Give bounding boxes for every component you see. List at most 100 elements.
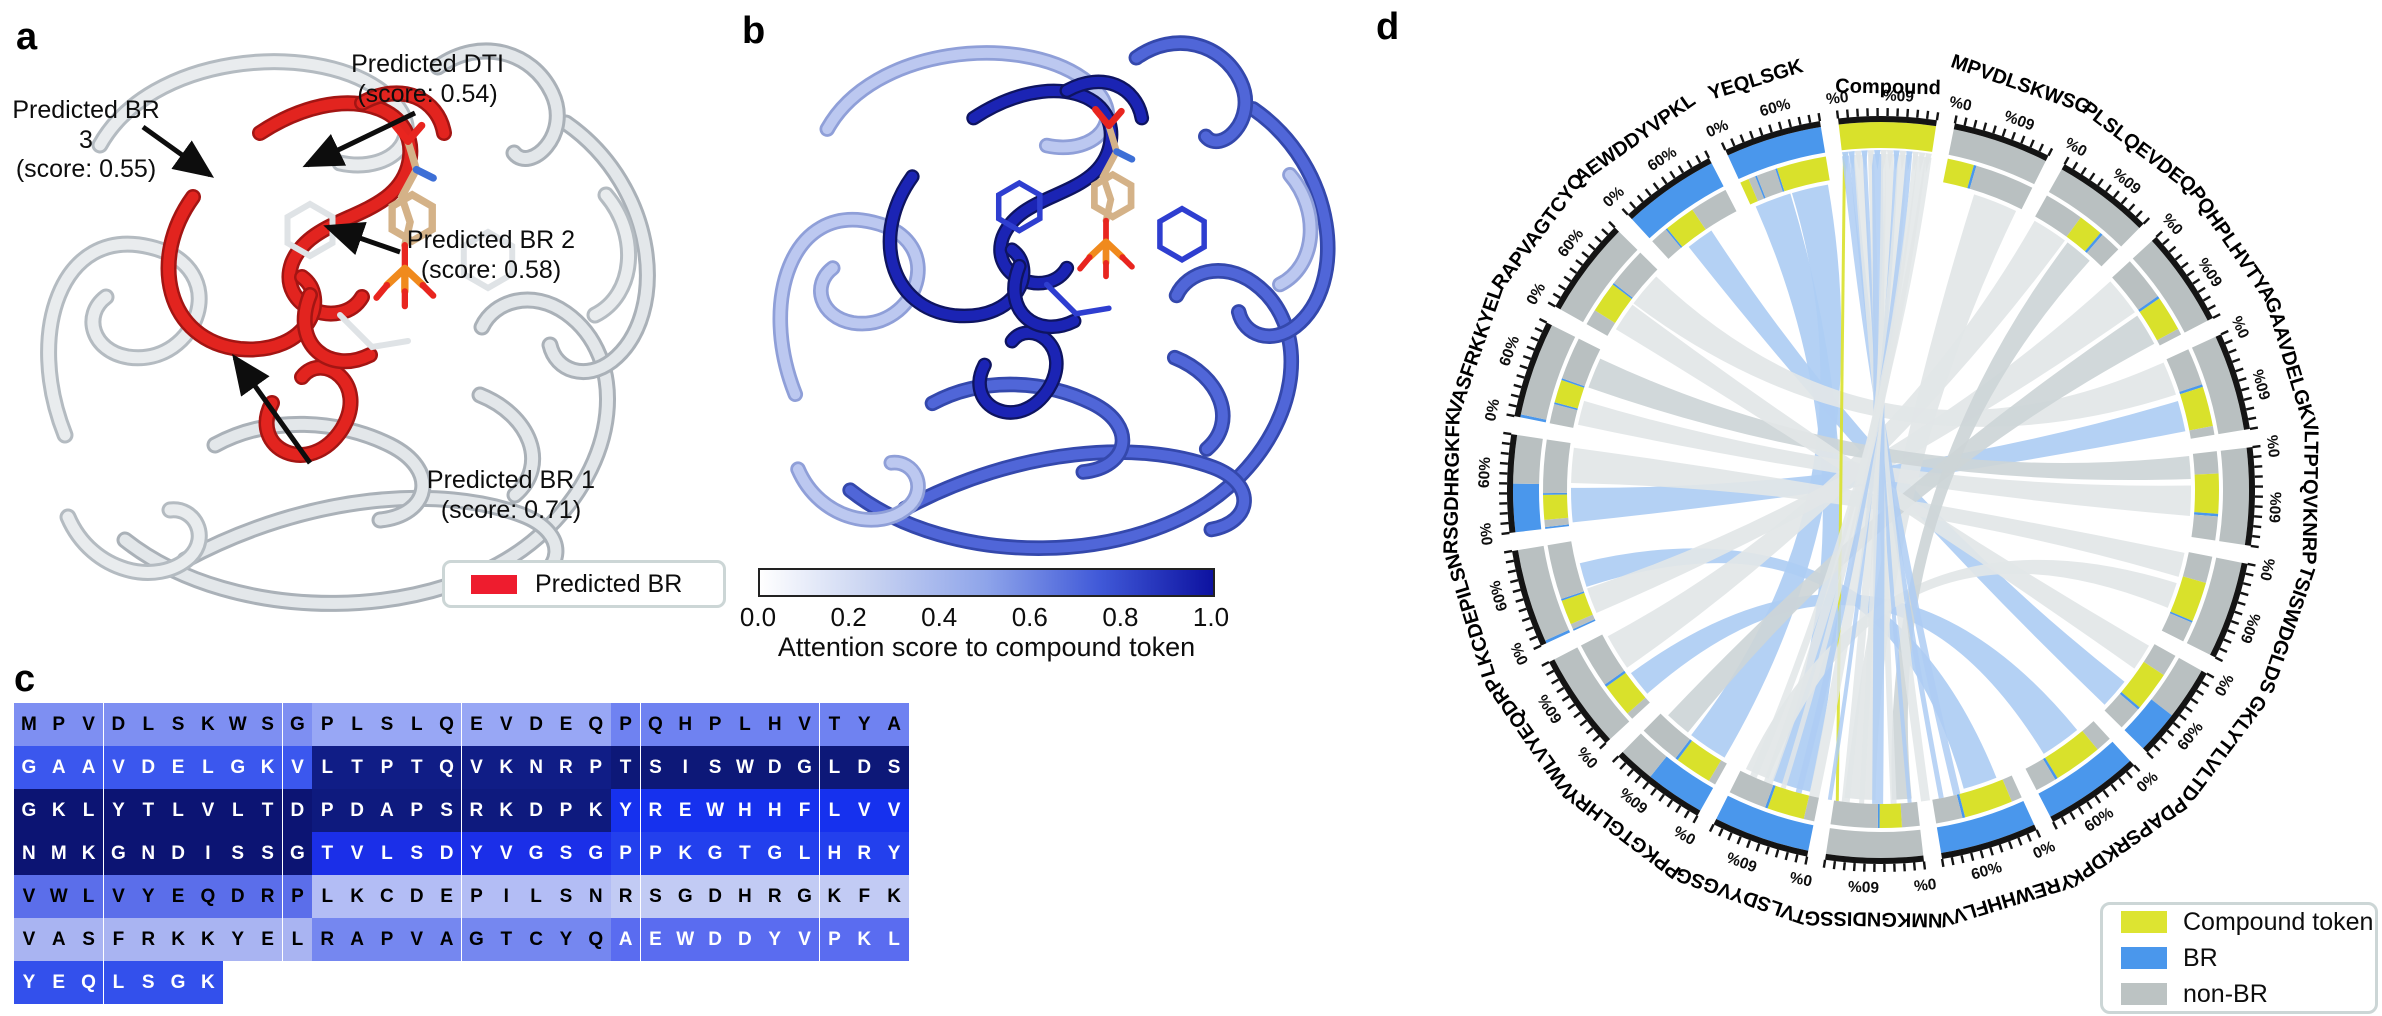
residue-cell: K [342,875,372,918]
axis-tick [2094,795,2102,804]
residue-cell: T [133,789,164,832]
axis-tick [1745,839,1752,849]
axis-percent-label: 0% [2264,434,2283,458]
sector-attention-band [1877,803,1880,828]
axis-tick [2160,737,2168,745]
panel-d-legend: Compound token BR non-BR [2100,902,2378,1014]
axis-tick [2174,253,2183,261]
axis-tick [1521,617,1531,623]
axis-percent-label: 0% [1600,183,1628,211]
axis-percent-label: 0% [1948,92,1974,113]
compound-ligand [1077,105,1136,280]
axis-tick [1575,259,1584,266]
sector-attention-band [2035,195,2081,237]
residue-cell: D [521,703,551,746]
residue-cell: L [73,789,104,832]
residue-cell: K [193,961,223,1004]
axis-tick [1556,686,1565,694]
legend-swatch [2121,911,2167,933]
axis-tick [2247,562,2256,567]
sector-name-label: LTPTQVKNRP [2297,430,2321,564]
axis-tick [2202,295,2211,302]
annotation-line: Predicted BR 1 [426,466,596,494]
annotation-line: (score: 0.55) [15,155,157,183]
residue-cell: V [342,832,372,875]
legend-swatch [2121,983,2167,1005]
compound-ligand [373,119,437,310]
axis-tick [2180,261,2189,269]
axis-tick [2197,286,2206,294]
sector-axis-arc [2215,334,2250,430]
axis-tick [2047,147,2054,157]
sector-axis-arc [1725,121,1821,156]
residue-cell: V [73,703,104,746]
annotation-arrow-br2 [323,221,401,256]
axis-tick [2112,190,2120,199]
axis-percent-label: 60% [2250,367,2275,402]
residue-cell: Y [879,832,909,875]
residue-cell: C [372,875,402,918]
axis-tick [1510,393,1520,398]
sector-attention-band [2189,425,2215,439]
axis-percent-label: 0% [1507,640,1532,668]
axis-tick [1739,134,1745,143]
compound-sawtooth [1886,150,1894,171]
axis-tick [2097,178,2104,187]
axis-tick [2029,139,2035,148]
sector-attention-band [1767,785,1810,820]
chord-ribbon [1630,593,2078,754]
axis-tick [2172,721,2181,729]
axis-tick [1832,861,1837,870]
residue-cell: K [163,918,193,961]
axis-tick [1546,669,1555,676]
sector-region-band [1936,800,2035,854]
residue-cell: R [610,875,641,918]
sector-region-band [2048,169,2140,247]
axis-tick [1557,284,1567,291]
predicted-br-swatch [471,574,517,594]
axis-percent-label: 0% [1788,868,1814,889]
axis-tick [1922,861,1927,870]
residue-cell: A [43,746,74,789]
residue-cell: D [133,746,164,789]
annotation-line: Predicted BR 2 [406,226,576,254]
axis-tick [1626,769,1634,777]
residue-cell: P [461,875,492,918]
axis-tick [1953,115,1958,124]
sector-region-band [1545,629,1571,644]
axis-tick [2080,166,2087,176]
compound-sawtooth [1919,152,1926,173]
axis-tick [1677,165,1685,174]
axis-tick [1508,403,1517,408]
residue-cell: E [431,875,462,918]
residue-cell: D [700,875,730,918]
residue-cell: L [133,703,164,746]
annotation-line: (score: 0.54) [357,79,498,108]
sector-attention-band [2191,514,2218,541]
axis-tick [1499,461,1509,465]
sector-attention-band [2182,552,2213,583]
chord-ribbon [1844,194,2017,800]
sector-axis-arc [1618,752,1701,816]
axis-percent-label: 0% [2212,671,2238,699]
legend-label: non-BR [2183,979,2268,1008]
residue-cell: W [670,918,701,961]
axis-tick [2231,357,2241,363]
sector-attention-band [2066,217,2101,252]
sector-axis-arc [1555,227,1619,310]
axis-percent-label: 0% [2062,133,2090,159]
residue-cell: F [789,789,820,832]
residue-cell: L [103,961,134,1004]
axis-tick [1561,695,1570,702]
annotation-predicted-dti: Predicted DTI (score: 0.54) [340,50,515,109]
axis-tick [1552,292,1561,299]
residue-cell: L [521,875,551,918]
axis-tick [2072,161,2079,170]
axis-tick [2010,131,2017,141]
axis-tick [1777,121,1783,130]
sector-region-band [1554,647,1630,740]
axis-tick [2017,837,2023,846]
sector-region-band [2132,240,2208,333]
